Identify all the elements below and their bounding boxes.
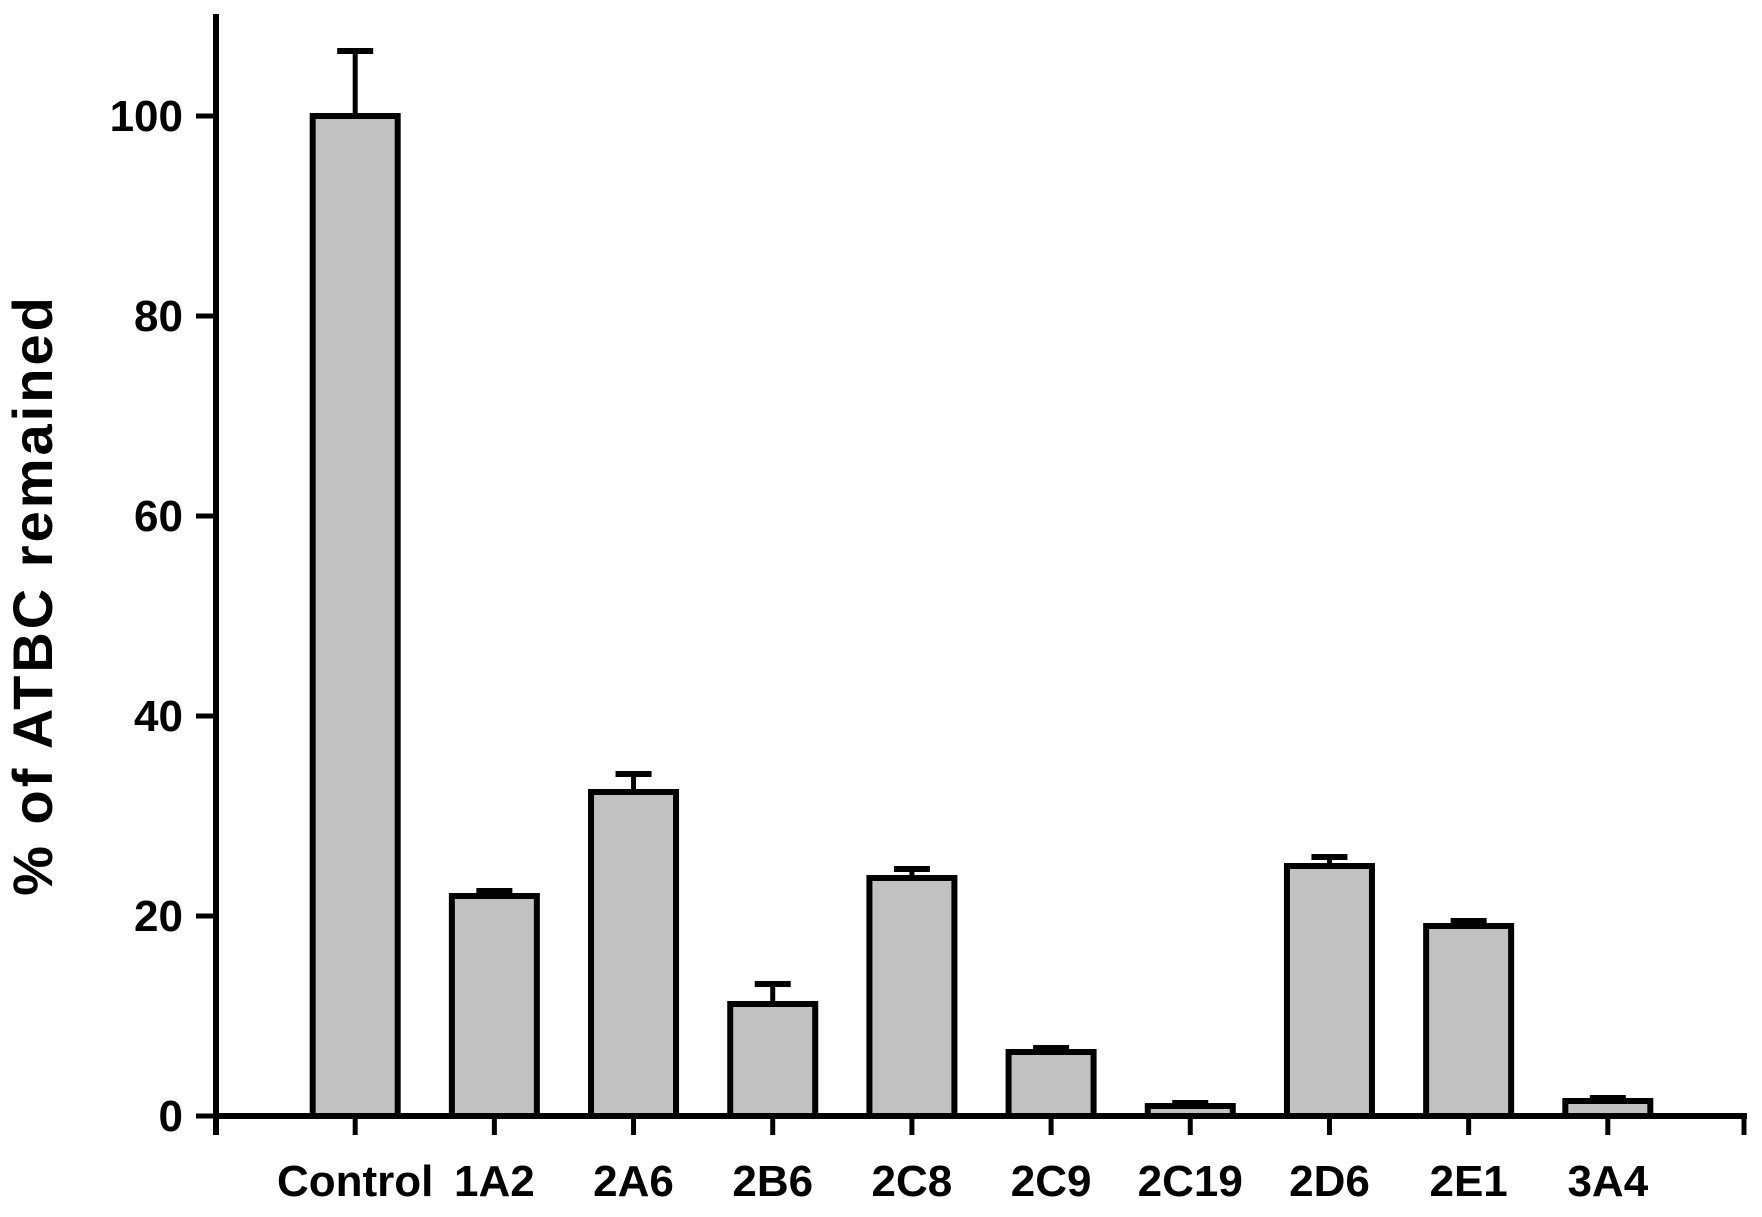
- x-tick-label-1A2: 1A2: [454, 1157, 535, 1206]
- bar-2C8: [866, 875, 958, 1119]
- bar-2C9: [1005, 1049, 1097, 1119]
- y-tick-label-40: 40: [134, 692, 183, 741]
- x-tick-label-2B6: 2B6: [732, 1157, 813, 1206]
- bar-2A6: [588, 789, 680, 1119]
- y-tick-label-100: 100: [110, 92, 183, 141]
- y-tick-label-0: 0: [159, 1092, 183, 1141]
- x-tick-label-2D6: 2D6: [1289, 1157, 1370, 1206]
- x-tick-label-2C19: 2C19: [1138, 1157, 1243, 1206]
- x-tick-label-2A6: 2A6: [593, 1157, 674, 1206]
- x-tick-label-2C8: 2C8: [872, 1157, 953, 1206]
- bar-2D6: [1283, 863, 1375, 1119]
- bar-2E1: [1423, 923, 1515, 1119]
- x-tick-label-3A4: 3A4: [1567, 1157, 1648, 1206]
- y-tick-label-20: 20: [134, 892, 183, 941]
- bar-2B6: [727, 1001, 819, 1119]
- y-tick-label-60: 60: [134, 492, 183, 541]
- x-tick-label-2E1: 2E1: [1429, 1157, 1507, 1206]
- bar-3A4: [1562, 1098, 1654, 1119]
- y-tick-label-80: 80: [134, 292, 183, 341]
- bar-2C19: [1144, 1103, 1236, 1119]
- bar-Control: [309, 113, 401, 1119]
- x-tick-label-Control: Control: [277, 1157, 433, 1206]
- x-tick-label-2C9: 2C9: [1011, 1157, 1092, 1206]
- bar-1A2: [448, 893, 540, 1119]
- y-axis-title: % of ATBC remained: [1, 294, 64, 896]
